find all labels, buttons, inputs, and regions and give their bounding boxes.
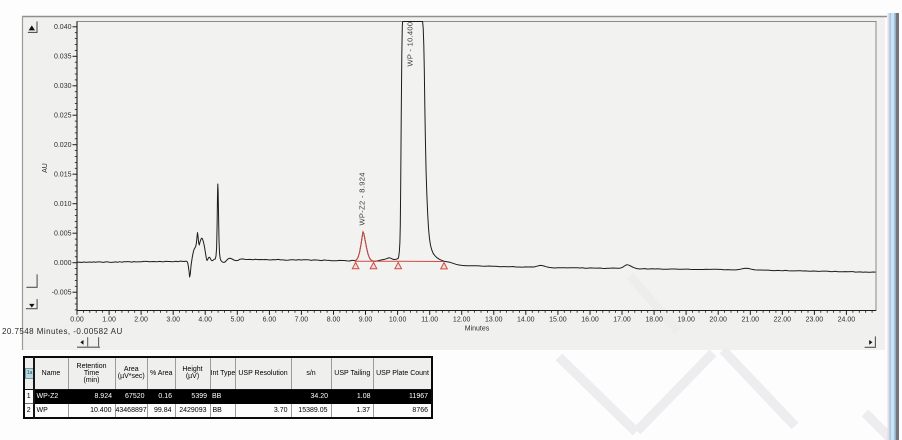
svg-text:0.010: 0.010 (54, 201, 72, 208)
svg-text:7.00: 7.00 (295, 317, 309, 324)
svg-text:8.00: 8.00 (327, 317, 341, 324)
svg-text:23.00: 23.00 (806, 317, 824, 324)
svg-text:21.00: 21.00 (742, 317, 760, 324)
svg-text:0.015: 0.015 (54, 171, 72, 178)
svg-text:6.00: 6.00 (263, 317, 277, 324)
svg-text:24.00: 24.00 (838, 317, 856, 324)
svg-text:10.00: 10.00 (389, 317, 407, 324)
svg-text:9.00: 9.00 (359, 317, 373, 324)
svg-text:4.00: 4.00 (198, 317, 212, 324)
svg-text:0.035: 0.035 (54, 54, 72, 61)
svg-text:0.00: 0.00 (70, 317, 84, 324)
svg-text:5.00: 5.00 (230, 317, 244, 324)
svg-text:0.030: 0.030 (54, 83, 72, 90)
svg-text:11.00: 11.00 (421, 317, 438, 324)
svg-text:18.00: 18.00 (645, 317, 663, 324)
svg-text:0.000: 0.000 (54, 260, 72, 267)
svg-text:19.00: 19.00 (677, 317, 695, 324)
svg-text:14.00: 14.00 (517, 317, 535, 324)
svg-text:AU: AU (42, 163, 49, 173)
svg-text:WP-Z2 - 8.924: WP-Z2 - 8.924 (358, 172, 367, 225)
svg-text:12.00: 12.00 (453, 317, 471, 324)
svg-text:3.00: 3.00 (166, 317, 180, 324)
svg-text:Minutes: Minutes (465, 326, 490, 333)
svg-text:17.00: 17.00 (613, 317, 631, 324)
svg-text:22.00: 22.00 (774, 317, 792, 324)
svg-text:-0.005: -0.005 (52, 289, 72, 296)
svg-text:20.00: 20.00 (709, 317, 727, 324)
svg-text:2.00: 2.00 (134, 317, 148, 324)
svg-text:0.005: 0.005 (54, 230, 72, 237)
svg-text:16.00: 16.00 (581, 317, 599, 324)
svg-text:13.00: 13.00 (485, 317, 503, 324)
svg-text:1.00: 1.00 (102, 317, 116, 324)
svg-text:0.040: 0.040 (54, 24, 72, 31)
svg-text:0.020: 0.020 (54, 142, 72, 149)
svg-text:0.025: 0.025 (54, 112, 72, 119)
svg-text:WP - 10.400: WP - 10.400 (406, 22, 415, 67)
svg-text:15.00: 15.00 (549, 317, 567, 324)
